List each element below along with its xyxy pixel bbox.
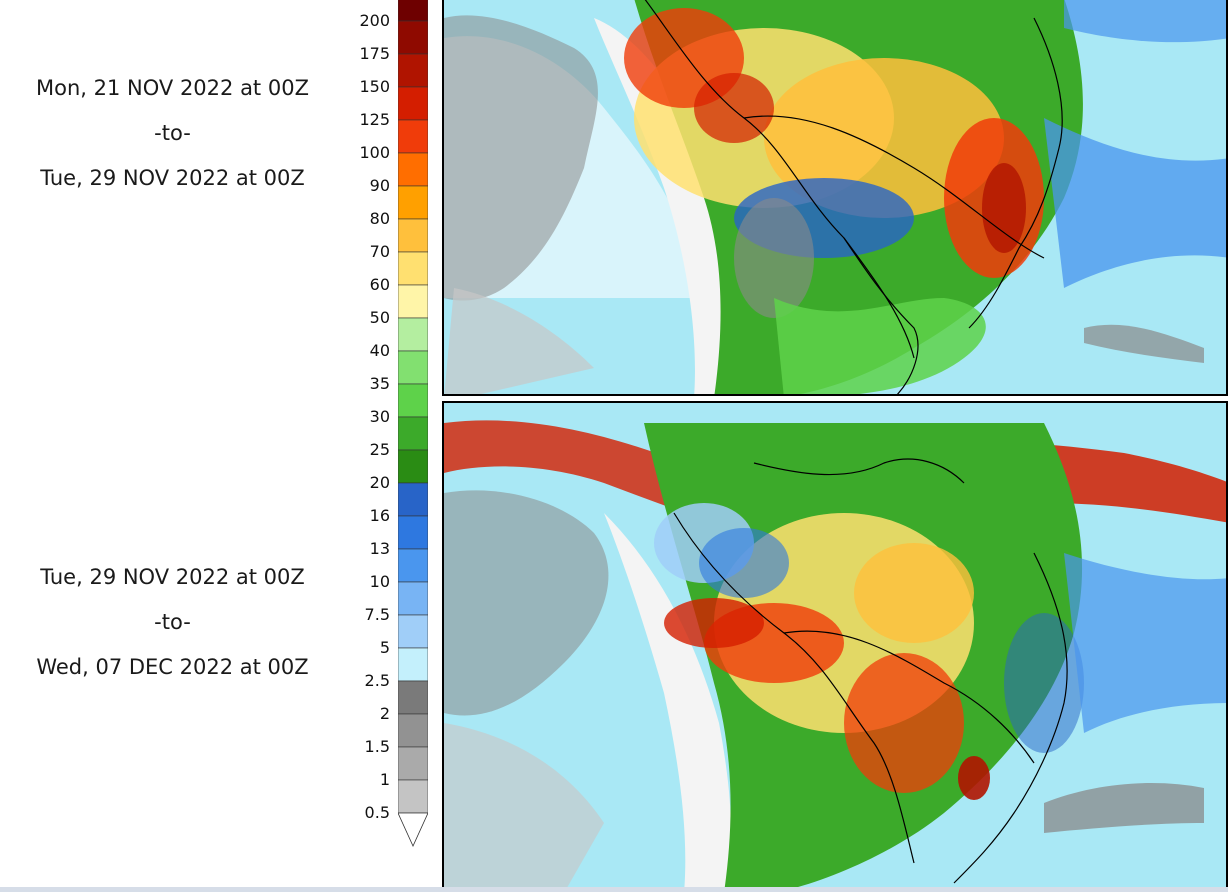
colorbar-tick-label: 200	[359, 11, 390, 30]
period-2-label: Tue, 29 NOV 2022 at 00Z -to- Wed, 07 DEC…	[0, 555, 345, 690]
map-panel-week1	[442, 0, 1228, 396]
colorbar	[398, 0, 428, 847]
colorbar-swatch	[398, 713, 428, 748]
period-1-to: Tue, 29 NOV 2022 at 00Z	[40, 166, 305, 190]
colorbar-tick-label: 10	[369, 572, 390, 591]
colorbar-swatch	[398, 284, 428, 319]
colorbar-swatch	[398, 383, 428, 418]
colorbar-swatch	[398, 53, 428, 88]
colorbar-swatch	[398, 0, 428, 22]
colorbar-arrow	[398, 812, 428, 847]
map-week1	[444, 0, 1226, 394]
period-1-sep: -to-	[154, 121, 191, 145]
map-panel-week2	[442, 401, 1228, 891]
colorbar-tick-label: 125	[359, 110, 390, 129]
map-week2	[444, 403, 1226, 889]
colorbar-swatch	[398, 86, 428, 121]
colorbar-tick-label: 0.5	[364, 803, 390, 822]
colorbar-tick-label: 5	[379, 638, 390, 657]
colorbar-swatch	[398, 581, 428, 616]
colorbar-tick-label: 50	[369, 308, 390, 327]
colorbar-tick-label: 100	[359, 143, 390, 162]
colorbar-swatch	[398, 680, 428, 715]
period-2-to: Wed, 07 DEC 2022 at 00Z	[36, 655, 309, 679]
colorbar-tick-label: 60	[369, 275, 390, 294]
colorbar-tick-label: 2.5	[364, 671, 390, 690]
colorbar-swatch	[398, 647, 428, 682]
colorbar-swatch	[398, 119, 428, 154]
colorbar-swatch	[398, 482, 428, 517]
colorbar-tick-label: 20	[369, 473, 390, 492]
period-1-from: Mon, 21 NOV 2022 at 00Z	[36, 76, 309, 100]
colorbar-tick-label: 1	[379, 770, 390, 789]
colorbar-swatch	[398, 515, 428, 550]
colorbar-tick-label: 150	[359, 77, 390, 96]
window-footer-strip	[0, 887, 1228, 892]
colorbar-tick-label: 30	[369, 407, 390, 426]
colorbar-swatch	[398, 449, 428, 484]
colorbar-tick-label: 40	[369, 341, 390, 360]
colorbar-swatch	[398, 350, 428, 385]
colorbar-swatch	[398, 779, 428, 814]
period-2-sep: -to-	[154, 610, 191, 634]
colorbar-swatch	[398, 317, 428, 352]
colorbar-tick-label: 80	[369, 209, 390, 228]
period-1-label: Mon, 21 NOV 2022 at 00Z -to- Tue, 29 NOV…	[0, 66, 345, 201]
colorbar-tick-label: 175	[359, 44, 390, 63]
colorbar-swatch	[398, 416, 428, 451]
colorbar-tick-label: 13	[369, 539, 390, 558]
colorbar-swatch	[398, 746, 428, 781]
colorbar-tick-label: 25	[369, 440, 390, 459]
colorbar-tick-label: 7.5	[364, 605, 390, 624]
colorbar-tick-label: 90	[369, 176, 390, 195]
colorbar-swatch	[398, 185, 428, 220]
period-2-from: Tue, 29 NOV 2022 at 00Z	[40, 565, 305, 589]
colorbar-tick-label: 2	[379, 704, 390, 723]
colorbar-tick-label: 35	[369, 374, 390, 393]
colorbar-swatch	[398, 152, 428, 187]
colorbar-tick-label: 1.5	[364, 737, 390, 756]
colorbar-swatch	[398, 548, 428, 583]
colorbar-tick-label: 16	[369, 506, 390, 525]
colorbar-swatch	[398, 614, 428, 649]
colorbar-swatch	[398, 20, 428, 55]
colorbar-swatch	[398, 251, 428, 286]
colorbar-tick-label: 70	[369, 242, 390, 261]
colorbar-swatch	[398, 218, 428, 253]
